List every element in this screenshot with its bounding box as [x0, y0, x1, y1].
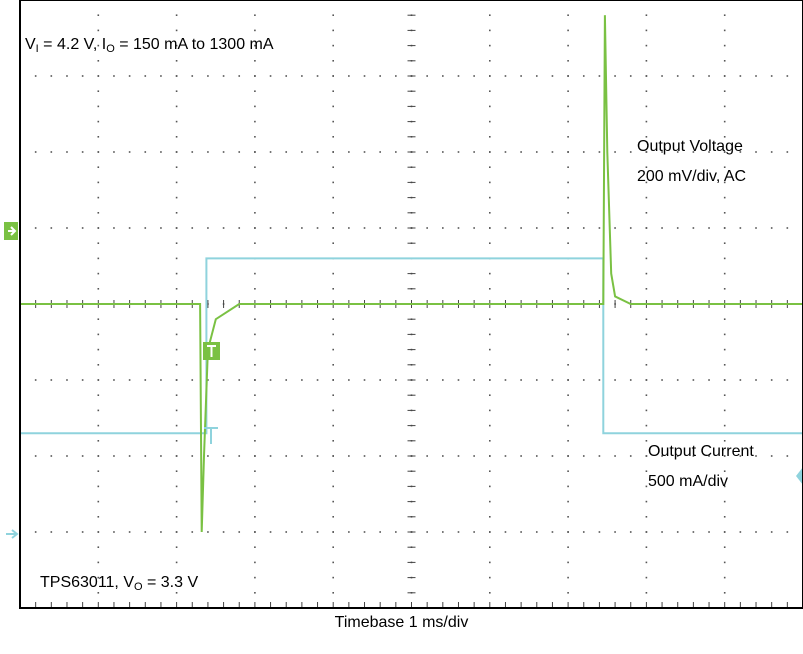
- current-right-edge-marker: [796, 467, 803, 485]
- voltage-trigger-marker: [203, 342, 220, 360]
- current-channel-marker: [6, 529, 19, 539]
- plot-frame: [19, 0, 803, 609]
- device-annotation: TPS63011, VO = 3.3 V: [40, 574, 199, 593]
- output-voltage-trace: [20, 15, 803, 533]
- voltage-scale-label: 200 mV/div, AC: [637, 168, 747, 185]
- current-trace-label: Output Current: [648, 443, 754, 460]
- output-current-trace: [20, 257, 803, 435]
- current-scale-label: 500 mA/div: [648, 473, 729, 490]
- voltage-trace-label: Output Voltage: [637, 138, 743, 155]
- conditions-annotation: VI = 4.2 V, IO = 150 mA to 1300 mA: [25, 36, 274, 55]
- x-axis-label: Timebase 1 ms/div: [334, 614, 469, 631]
- current-trigger-marker: [204, 427, 218, 444]
- voltage-channel-marker: [4, 222, 18, 240]
